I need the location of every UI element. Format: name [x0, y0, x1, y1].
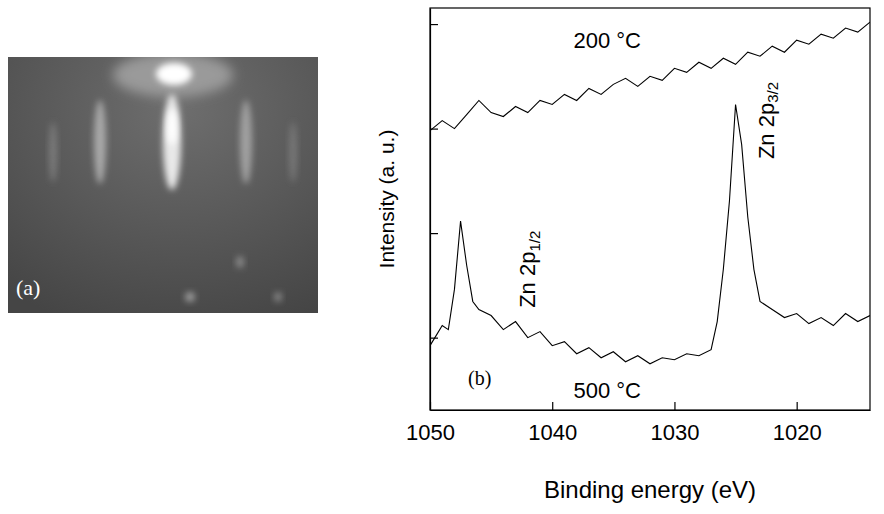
- y-axis: [430, 9, 438, 411]
- plot-frame: [430, 8, 870, 410]
- series-group: [430, 22, 870, 364]
- x-tick: 1020: [773, 402, 822, 445]
- x-tick-mark: [674, 402, 675, 410]
- streak: [163, 94, 181, 190]
- peak-label: Zn 2p3/2: [754, 82, 782, 159]
- panel-label: (a): [16, 275, 40, 300]
- spectrum-line: [430, 22, 870, 131]
- y-axis-line: [430, 9, 431, 411]
- peak-label: Zn 2p1/2: [515, 231, 543, 308]
- y-axis-title: Intensity (a. u.): [375, 130, 398, 269]
- x-tick-label: 1030: [650, 420, 699, 445]
- x-tick-mark: [552, 402, 553, 410]
- spectrum-line: [430, 104, 870, 363]
- glow: [113, 57, 233, 97]
- spot: [185, 292, 195, 302]
- x-axis-title: Binding energy (eV): [544, 476, 756, 503]
- x-tick-mark: [797, 402, 798, 410]
- streak: [240, 100, 252, 184]
- annotation: 200 °C: [573, 28, 641, 53]
- rheed-image: [8, 57, 318, 313]
- y-tick-mark: [430, 24, 438, 25]
- figure: (a) 1050 1040 1030 1020 200 °C 500 °C Zn 2p1/2 Z…: [0, 0, 884, 514]
- streak: [94, 100, 106, 184]
- x-axis-line: [431, 410, 871, 411]
- streak: [49, 122, 57, 182]
- x-tick: 1030: [650, 402, 699, 445]
- x-tick-label: 1050: [406, 420, 455, 445]
- annotation: 500 °C: [573, 378, 641, 403]
- streak-core: [167, 109, 177, 145]
- x-axis: 1050 1040 1030 1020: [406, 402, 870, 445]
- y-tick: [430, 24, 438, 25]
- spot: [236, 256, 244, 268]
- xps-chart: 1050 1040 1030 1020 200 °C 500 °C Zn 2p1/2 Zn 2…: [375, 8, 871, 503]
- x-tick-label: 1020: [773, 420, 822, 445]
- y-tick-mark: [430, 233, 438, 234]
- x-tick: 1040: [528, 402, 577, 445]
- specular-spot: [156, 63, 192, 85]
- y-tick: [430, 233, 438, 234]
- spot: [274, 292, 282, 302]
- panel-label: (b): [468, 367, 491, 390]
- streak: [289, 122, 297, 182]
- x-tick-label: 1040: [528, 420, 577, 445]
